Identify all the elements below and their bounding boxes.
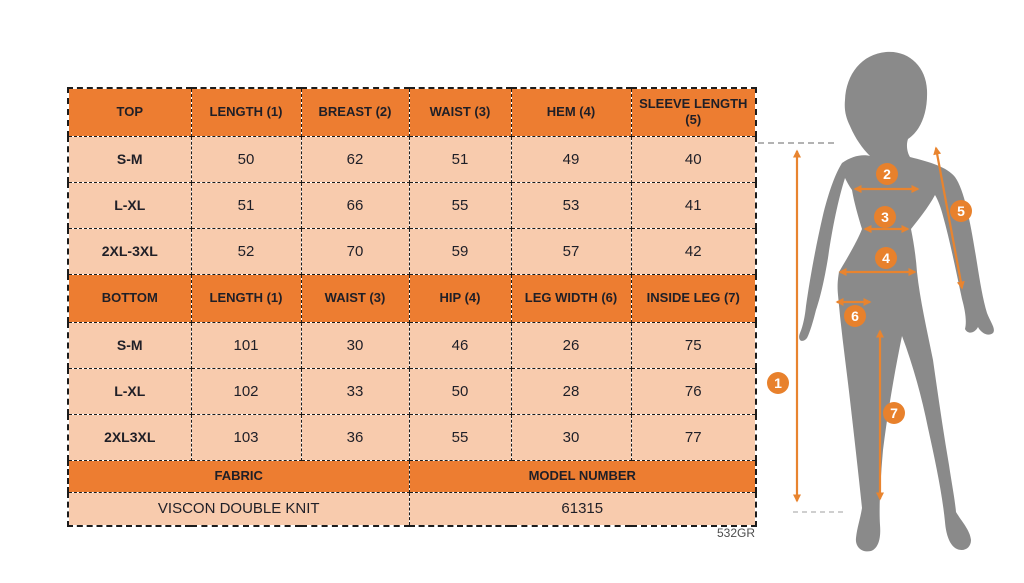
- table-row: S-M 50 62 51 49 40: [67, 135, 757, 183]
- size-row-label: 2XL3XL: [67, 413, 192, 461]
- size-cell: 53: [510, 181, 632, 229]
- svg-text:4: 4: [882, 250, 890, 266]
- svg-text:1: 1: [774, 375, 782, 391]
- footer-header-row: FABRIC MODEL NUMBER: [67, 459, 757, 493]
- fabric-header: FABRIC: [67, 459, 410, 493]
- column-header-sleeve-length: SLEEVE LENGTH (5): [630, 87, 757, 137]
- column-header-inside-leg: INSIDE LEG (7): [630, 273, 757, 323]
- marker-7: 7: [883, 402, 905, 424]
- size-cell: 28: [510, 367, 632, 415]
- marker-5: 5: [950, 200, 972, 222]
- svg-text:3: 3: [881, 209, 889, 225]
- size-cell: 52: [190, 227, 302, 275]
- size-cell: 59: [408, 227, 512, 275]
- size-cell: 66: [300, 181, 410, 229]
- size-cell: 36: [300, 413, 410, 461]
- size-cell: 103: [190, 413, 302, 461]
- marker-6: 6: [844, 305, 866, 327]
- size-cell: 101: [190, 321, 302, 369]
- size-cell: 49: [510, 135, 632, 183]
- column-header-waist: WAIST (3): [408, 87, 512, 137]
- top-header-row: TOP LENGTH (1) BREAST (2) WAIST (3) HEM …: [67, 87, 757, 137]
- size-cell: 46: [408, 321, 512, 369]
- column-header-bottom: BOTTOM: [67, 273, 192, 323]
- table-row: L-XL 102 33 50 28 76: [67, 367, 757, 415]
- column-header-hip: HIP (4): [408, 273, 512, 323]
- size-cell: 40: [630, 135, 757, 183]
- size-row-label: S-M: [67, 135, 192, 183]
- sleeve-arrow: [933, 146, 965, 290]
- footer-value-row: VISCON DOUBLE KNIT 61315: [67, 491, 757, 527]
- size-cell: 102: [190, 367, 302, 415]
- size-cell: 33: [300, 367, 410, 415]
- size-chart-table: TOP LENGTH (1) BREAST (2) WAIST (3) HEM …: [67, 87, 757, 527]
- size-cell: 30: [510, 413, 632, 461]
- column-header-length: LENGTH (1): [190, 87, 302, 137]
- table-row: 2XL-3XL 52 70 59 57 42: [67, 227, 757, 275]
- size-row-label: S-M: [67, 321, 192, 369]
- column-header-breast: BREAST (2): [300, 87, 410, 137]
- size-row-label: 2XL-3XL: [67, 227, 192, 275]
- size-cell: 41: [630, 181, 757, 229]
- column-header-leg-width: LEG WIDTH (6): [510, 273, 632, 323]
- svg-text:7: 7: [890, 405, 898, 421]
- size-cell: 62: [300, 135, 410, 183]
- table-row: 2XL3XL 103 36 55 30 77: [67, 413, 757, 461]
- size-cell: 51: [408, 135, 512, 183]
- size-cell: 50: [190, 135, 302, 183]
- measurement-figure: 1 2 3 4 5 6 7: [750, 30, 1024, 583]
- size-cell: 55: [408, 181, 512, 229]
- size-cell: 57: [510, 227, 632, 275]
- size-cell: 50: [408, 367, 512, 415]
- size-cell: 26: [510, 321, 632, 369]
- woman-silhouette: [799, 51, 994, 552]
- size-cell: 55: [408, 413, 512, 461]
- table-row: S-M 101 30 46 26 75: [67, 321, 757, 369]
- size-cell: 77: [630, 413, 757, 461]
- column-header-waist: WAIST (3): [300, 273, 410, 323]
- marker-2: 2: [876, 163, 898, 185]
- marker-1: 1: [767, 372, 789, 394]
- size-cell: 42: [630, 227, 757, 275]
- size-cell: 51: [190, 181, 302, 229]
- bottom-header-row: BOTTOM LENGTH (1) WAIST (3) HIP (4) LEG …: [67, 273, 757, 323]
- svg-text:6: 6: [851, 308, 859, 324]
- document-code: 532GR: [716, 526, 755, 540]
- size-row-label: L-XL: [67, 181, 192, 229]
- marker-4: 4: [875, 247, 897, 269]
- marker-3: 3: [874, 206, 896, 228]
- column-header-top: TOP: [67, 87, 192, 137]
- svg-text:2: 2: [883, 166, 891, 182]
- model-number-value: 61315: [408, 491, 757, 527]
- size-cell: 70: [300, 227, 410, 275]
- size-cell: 76: [630, 367, 757, 415]
- size-cell: 30: [300, 321, 410, 369]
- size-row-label: L-XL: [67, 367, 192, 415]
- column-header-length: LENGTH (1): [190, 273, 302, 323]
- column-header-hem: HEM (4): [510, 87, 632, 137]
- model-number-header: MODEL NUMBER: [408, 459, 757, 493]
- table-row: L-XL 51 66 55 53 41: [67, 181, 757, 229]
- size-cell: 75: [630, 321, 757, 369]
- fabric-value: VISCON DOUBLE KNIT: [67, 491, 410, 527]
- svg-text:5: 5: [957, 203, 965, 219]
